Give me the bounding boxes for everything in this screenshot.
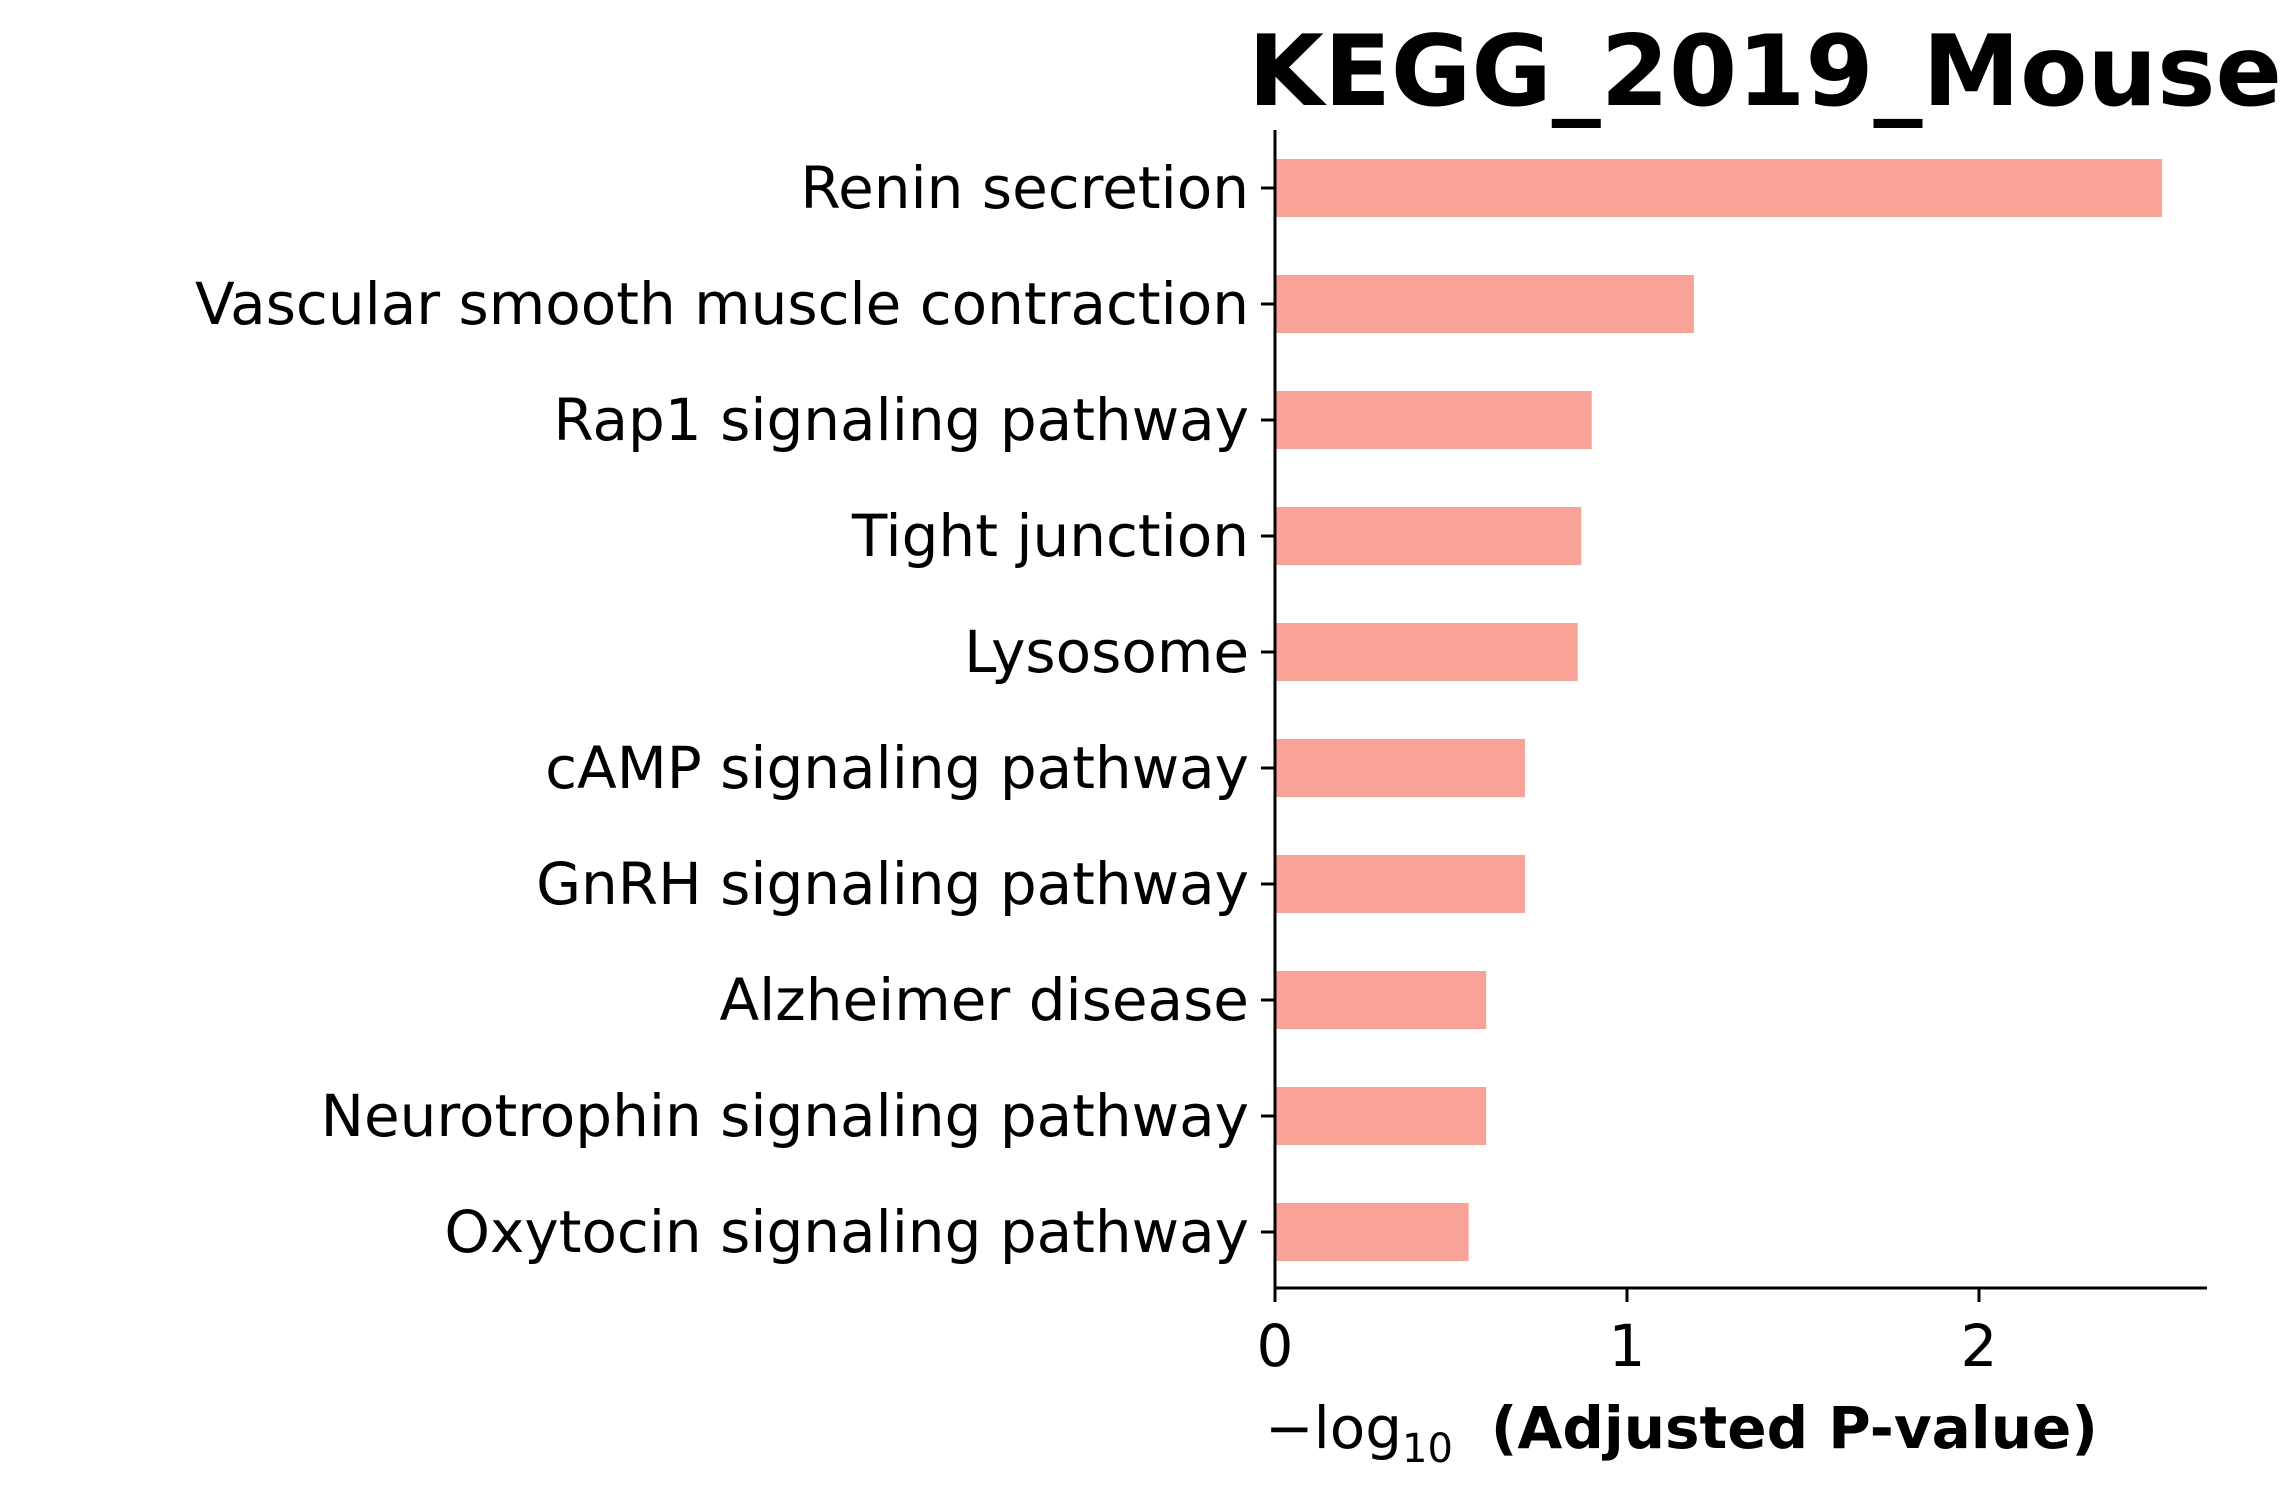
bar-8 (1275, 1087, 1487, 1145)
bar-9 (1275, 1203, 1469, 1261)
x-axis-label: −log10 (Adjusted P-value) (1265, 1394, 2098, 1472)
category-label-7: Alzheimer disease (719, 966, 1249, 1034)
x-axis-label-subscript: 10 (1402, 1426, 1453, 1472)
x-tick-label-2: 2 (1961, 1312, 1998, 1380)
x-axis-label-prefix: −log (1265, 1394, 1402, 1462)
category-label-4: Lysosome (964, 618, 1249, 686)
chart-title: KEGG_2019_Mouse (1248, 15, 2282, 129)
bar-3 (1275, 507, 1582, 565)
category-label-2: Rap1 signaling pathway (553, 386, 1249, 454)
category-label-5: cAMP signaling pathway (545, 734, 1249, 802)
bar-6 (1275, 855, 1525, 913)
bar-5 (1275, 739, 1525, 797)
bar-1 (1275, 275, 1694, 333)
bar-2 (1275, 391, 1592, 449)
x-tick-label-1: 1 (1609, 1312, 1646, 1380)
bar-0 (1275, 159, 2163, 217)
x-axis-label-main: (Adjusted P-value) (1491, 1394, 2098, 1462)
category-label-3: Tight junction (851, 502, 1249, 570)
bars-group (1275, 159, 2163, 1261)
category-label-8: Neurotrophin signaling pathway (321, 1082, 1249, 1150)
category-labels: Renin secretion Vascular smooth muscle co… (195, 154, 1275, 1266)
category-label-6: GnRH signaling pathway (536, 850, 1249, 918)
category-label-0: Renin secretion (800, 154, 1249, 222)
bar-4 (1275, 623, 1578, 681)
bar-7 (1275, 971, 1487, 1029)
category-label-9: Oxytocin signaling pathway (444, 1198, 1249, 1266)
x-ticks: 0 1 2 (1257, 1288, 1998, 1380)
category-label-1: Vascular smooth muscle contraction (195, 270, 1249, 338)
x-tick-label-0: 0 (1257, 1312, 1294, 1380)
